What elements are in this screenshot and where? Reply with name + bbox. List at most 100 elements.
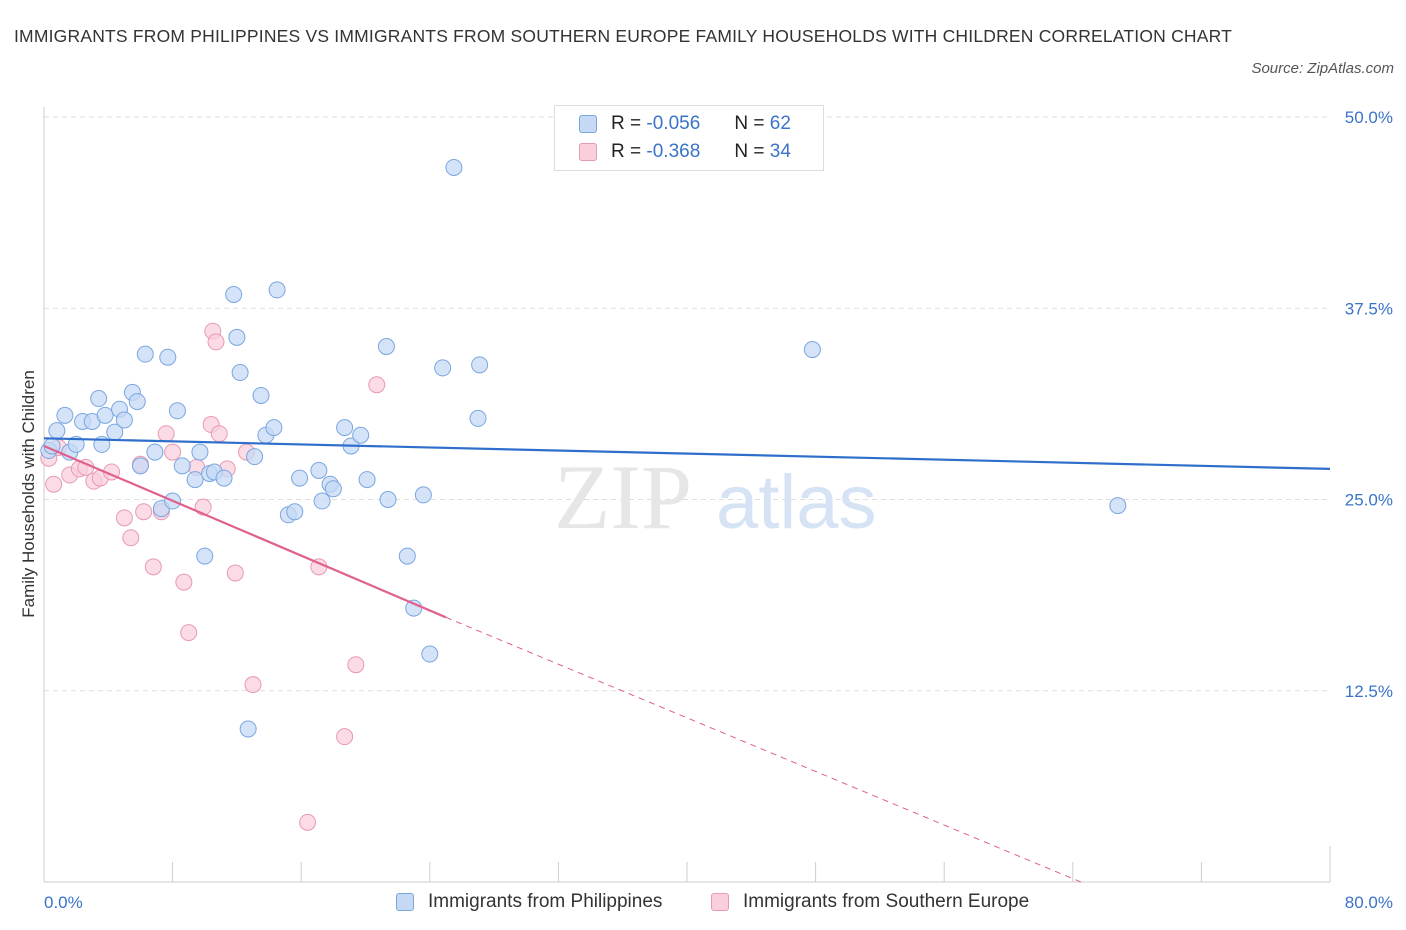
point-philippines-32 — [239, 720, 257, 738]
point-southern-europe-23 — [207, 333, 225, 351]
point-philippines-7 — [90, 390, 108, 408]
watermark: ZIP atlas — [554, 446, 877, 548]
point-southern-europe-33 — [368, 376, 386, 394]
point-philippines-28 — [215, 469, 233, 487]
gridlines — [44, 116, 1330, 692]
watermark-atlas: atlas — [716, 460, 877, 545]
legend-row-philippines: R = -0.056 N = 62 — [579, 112, 791, 136]
legend-r-value-blue: -0.056 — [646, 113, 701, 134]
point-southern-europe-24 — [210, 425, 228, 443]
point-southern-europe-16 — [164, 443, 182, 461]
chart-title: IMMIGRANTS FROM PHILIPPINES VS IMMIGRANT… — [14, 26, 1233, 46]
point-philippines-45 — [336, 419, 354, 437]
point-philippines-31 — [231, 364, 249, 382]
watermark-zip: ZIP — [554, 446, 692, 548]
legend-r-label: R = — [611, 113, 642, 134]
y-tick-label-2: 37.5% — [1345, 299, 1393, 318]
point-philippines-36 — [265, 419, 283, 437]
point-philippines-25 — [196, 547, 214, 565]
point-philippines-40 — [291, 469, 309, 487]
point-philippines-42 — [313, 492, 331, 510]
trendlines — [43, 437, 1331, 883]
point-philippines-4 — [67, 435, 85, 453]
point-philippines-59 — [803, 341, 821, 359]
point-southern-europe-29 — [299, 813, 317, 831]
point-philippines-57 — [471, 356, 489, 374]
x-tick-label-max: 80.0% — [1345, 893, 1393, 912]
source-credit: Source: ZipAtlas.com — [1251, 60, 1394, 77]
point-philippines-12 — [115, 411, 133, 429]
legend-n-label: N = — [734, 141, 765, 162]
point-philippines-47 — [352, 426, 370, 444]
point-philippines-37 — [268, 281, 286, 299]
point-philippines-50 — [379, 491, 397, 508]
legend-row-southern-europe: R = -0.368 N = 34 — [579, 140, 791, 164]
point-southern-europe-26 — [226, 564, 244, 582]
point-philippines-41 — [310, 461, 328, 479]
y-tick-label-3: 50.0% — [1345, 108, 1393, 127]
point-southern-europe-13 — [144, 558, 162, 576]
point-southern-europe-10 — [122, 529, 140, 547]
series-southern-europe-points — [40, 322, 386, 831]
legend-r-label: R = — [611, 141, 642, 162]
point-philippines-53 — [414, 486, 432, 504]
bottom-legend-label-philippines: Immigrants from Philippines — [428, 891, 663, 912]
y-tick-label-1: 25.0% — [1345, 491, 1393, 510]
axes — [43, 107, 1331, 883]
point-philippines-22 — [173, 457, 191, 475]
point-philippines-9 — [96, 406, 114, 424]
point-philippines-51 — [398, 547, 416, 565]
trendline-southern-europe — [43, 444, 447, 619]
point-philippines-21 — [168, 402, 186, 420]
point-philippines-23 — [186, 471, 204, 489]
point-southern-europe-12 — [135, 503, 153, 521]
point-philippines-54 — [421, 645, 439, 663]
legend-swatch-pink — [579, 143, 597, 161]
point-philippines-44 — [324, 480, 342, 498]
point-philippines-34 — [252, 386, 270, 404]
point-philippines-60 — [1109, 497, 1127, 515]
point-philippines-16 — [136, 345, 154, 363]
point-southern-europe-31 — [336, 728, 354, 746]
bottom-legend-label-southern-europe: Immigrants from Southern Europe — [743, 891, 1030, 912]
point-philippines-1 — [48, 422, 66, 440]
point-southern-europe-32 — [347, 656, 365, 674]
point-southern-europe-28 — [244, 676, 262, 694]
point-philippines-55 — [434, 359, 452, 377]
point-philippines-30 — [225, 285, 243, 303]
trendline-philippines — [43, 437, 1331, 470]
x-tick-label-min: 0.0% — [44, 893, 83, 912]
legend-n-value-pink: 34 — [769, 141, 791, 162]
legend-r-value-pink: -0.368 — [646, 141, 701, 162]
trendline-southern-europe-extension — [445, 616, 1082, 883]
y-tick-label-0: 12.5% — [1345, 682, 1393, 701]
point-southern-europe-1 — [45, 475, 63, 493]
y-tick-labels: 12.5% 25.0% 37.5% 50.0% — [1345, 108, 1393, 701]
y-axis-label: Family Households with Children — [19, 370, 38, 618]
point-philippines-15 — [131, 457, 149, 475]
point-southern-europe-15 — [157, 425, 175, 443]
legend-swatch-blue — [579, 115, 597, 133]
legend-n-value-blue: 62 — [769, 113, 791, 134]
point-philippines-39 — [286, 503, 304, 521]
bottom-legend-swatch-pink — [711, 893, 729, 911]
legend-n-label: N = — [734, 113, 765, 134]
point-philippines-24 — [191, 443, 209, 461]
point-philippines-33 — [246, 448, 264, 466]
bottom-legend-philippines: Immigrants from Philippines — [396, 888, 662, 916]
point-philippines-29 — [228, 328, 246, 346]
stats-legend: R = -0.056 N = 62 R = -0.368 N = 34 — [554, 105, 824, 171]
bottom-legend-swatch-blue — [396, 893, 414, 911]
point-philippines-56 — [445, 158, 463, 176]
point-philippines-58 — [469, 409, 487, 427]
point-southern-europe-18 — [180, 624, 198, 642]
point-philippines-14 — [128, 393, 146, 411]
point-philippines-49 — [377, 338, 395, 355]
bottom-legend-southern-europe: Immigrants from Southern Europe — [711, 888, 1029, 916]
point-philippines-48 — [358, 471, 376, 489]
point-philippines-2 — [56, 406, 74, 424]
point-philippines-19 — [159, 348, 177, 366]
point-philippines-17 — [146, 443, 164, 461]
point-southern-europe-17 — [175, 573, 193, 591]
